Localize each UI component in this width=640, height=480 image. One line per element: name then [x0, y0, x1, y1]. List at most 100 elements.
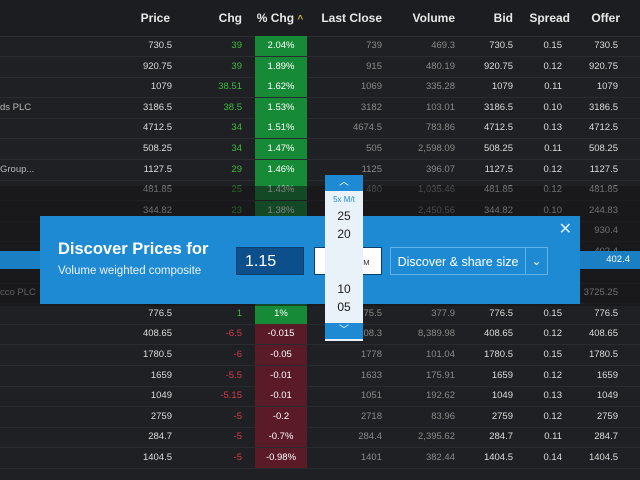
cell-pct: -0.01 — [255, 365, 307, 386]
picker-option[interactable]: 25 — [337, 209, 351, 223]
table-row[interactable]: 408.65 -6.5 -0.015 408.3 8,389.98 408.65 0.12 4… — [0, 324, 640, 346]
cell-last: 1069 — [360, 81, 382, 93]
discover-prices-panel: Discover Prices for Volume weighted comp… — [40, 216, 580, 304]
cell-volume: 2,598.09 — [418, 143, 455, 154]
cell-offer: 1127.5 — [589, 163, 618, 175]
chevron-up-icon: ^ — [297, 14, 304, 25]
table-row[interactable]: 2759 -5 -0.2 2718 83.96 2759 0.12 2759 — [0, 406, 640, 428]
panel-subtitle: Volume weighted composite — [58, 265, 202, 277]
table-row[interactable]: 1659 -5.5 -0.01 1633 175.91 1659 0.12 1659 — [0, 365, 640, 387]
cell-name — [0, 324, 110, 344]
cell-last: 284.4 — [358, 431, 382, 443]
table-row[interactable]: 1079 38.51 1.62% 1069 335.28 1079 0.11 1079 — [0, 77, 640, 99]
chevron-down-icon[interactable]: ⌄ — [526, 247, 548, 275]
cell-chg: 39 — [231, 60, 242, 72]
cell-price: 408.65 — [142, 328, 172, 340]
cell-chg: 29 — [231, 163, 242, 175]
cell-volume: 8,389.98 — [418, 328, 455, 340]
cell-last: 915 — [366, 60, 382, 72]
cell-spread: 0.13 — [543, 122, 563, 134]
cell-offer: 1404.5 — [588, 452, 618, 463]
size-picker[interactable]: ︿ 5x M/t 25 20 10 05 ﹀ — [325, 175, 363, 341]
col-pct-chg[interactable]: % Chg ^ — [255, 0, 305, 36]
cell-chg: -5 — [233, 431, 242, 443]
cell-offer: 3186.5 — [588, 101, 618, 113]
table-row[interactable]: 920.75 39 1.89% 915 480.19 920.75 0.12 920.75 — [0, 56, 640, 78]
cell-spread: 0.12 — [543, 60, 563, 72]
cell-bid: 1404.5 — [483, 452, 513, 463]
table-row[interactable]: 1404.5 -5 -0.98% 1401 382.44 1404.5 0.14 1404.5 — [0, 448, 640, 469]
cell-name — [0, 427, 110, 447]
table-row[interactable]: 4712.5 34 1.51% 4674.5 783.86 4712.5 0.13 4712.… — [0, 118, 640, 140]
cell-offer: 1079 — [596, 81, 618, 93]
cell-volume: 101.04 — [425, 349, 455, 360]
cell-chg: 39 — [231, 40, 242, 51]
discover-share-size-button[interactable]: Discover & share size — [390, 247, 526, 275]
cell-offer: 2759 — [596, 410, 618, 422]
cell-pct: 1.53% — [255, 97, 307, 118]
col-chg[interactable]: Chg — [218, 11, 242, 25]
cell-pct: -0.015 — [255, 324, 307, 345]
cell-spread: 0.13 — [543, 390, 563, 402]
cell-last: 739 — [366, 40, 382, 51]
col-last-close[interactable]: Last Close — [321, 11, 382, 25]
cell-name — [0, 57, 110, 77]
cell-pct: 1.62% — [255, 77, 307, 98]
cell-bid: 1049 — [491, 390, 513, 402]
cell-pct: -0.98% — [255, 448, 307, 468]
cell-pct: 1% — [255, 303, 307, 324]
cell-last: 1778 — [360, 349, 382, 360]
cell-offer: 508.25 — [588, 143, 618, 154]
cell-price: 1780.5 — [142, 349, 172, 360]
table-row[interactable]: 284.7 -5 -0.7% 284.4 2,395.62 284.7 0.11 284.7 — [0, 427, 640, 449]
size-unit: MM — [357, 258, 370, 267]
close-icon[interactable]: ✕ — [558, 221, 572, 238]
table-row[interactable]: 1049 -5.15 -0.01 1051 192.62 1049 0.13 1049 — [0, 386, 640, 408]
col-spread[interactable]: Spread — [529, 11, 570, 25]
picker-option[interactable]: 05 — [337, 300, 351, 314]
cell-spread: 0.12 — [543, 369, 563, 381]
cell-offer: 730.5 — [594, 40, 618, 51]
picker-header: 5x M/t — [333, 195, 355, 204]
cell-name — [0, 407, 110, 427]
cell-bid: 1780.5 — [483, 349, 513, 360]
cell-offer: 920.75 — [588, 60, 618, 72]
col-bid[interactable]: Bid — [493, 11, 513, 25]
cell-chg: 38.51 — [218, 81, 242, 93]
cell-bid: 284.7 — [489, 431, 513, 443]
cell-bid: 2759 — [491, 410, 513, 422]
cell-spread: 0.11 — [544, 431, 562, 443]
cell-offer: 1780.5 — [588, 349, 618, 360]
cell-name — [0, 304, 110, 324]
cell-last: 505 — [366, 143, 382, 154]
chevron-up-icon[interactable]: ︿ — [325, 175, 363, 191]
cell-bid: 1659 — [491, 369, 513, 381]
table-row[interactable]: Group... 1127.5 29 1.46% 1125 396.07 1127.5 0.1… — [0, 159, 640, 181]
table-row[interactable]: 776.5 1 1% 775.5 377.9 776.5 0.15 776.5 — [0, 303, 640, 325]
table-row[interactable]: 730.5 39 2.04% 739 469.3 730.5 0.15 730.5 — [0, 36, 640, 57]
cell-spread: 0.11 — [544, 81, 562, 93]
cell-price: 1049 — [150, 390, 172, 402]
cell-bid: 730.5 — [489, 40, 513, 51]
chevron-down-icon[interactable]: ﹀ — [325, 323, 363, 339]
table-row[interactable]: 1780.5 -6 -0.05 1778 101.04 1780.5 0.15 1780.5 — [0, 345, 640, 366]
col-volume[interactable]: Volume — [412, 11, 455, 25]
col-price[interactable]: Price — [140, 11, 170, 25]
cell-last: 4674.5 — [352, 122, 382, 134]
cell-volume: 783.86 — [425, 122, 455, 134]
picker-option[interactable]: 20 — [337, 227, 351, 241]
cell-last: 1401 — [360, 452, 382, 463]
cell-volume: 103.01 — [425, 101, 455, 113]
table-row[interactable]: 508.25 34 1.47% 505 2,598.09 508.25 0.11 508.25 — [0, 139, 640, 160]
cell-name — [0, 366, 110, 386]
price-input[interactable]: 1.15 — [236, 247, 304, 275]
col-offer[interactable]: Offer — [591, 11, 620, 25]
picker-option[interactable]: 10 — [337, 282, 351, 296]
cell-spread: 0.15 — [543, 349, 563, 360]
table-row[interactable]: ds PLC 3186.5 38.5 1.53% 3182 103.01 3186.5 0.1… — [0, 97, 640, 119]
cell-offer: 4712.5 — [588, 122, 618, 134]
cell-volume: 175.91 — [425, 369, 455, 381]
cell-volume: 396.07 — [425, 163, 455, 175]
cell-bid: 776.5 — [489, 307, 513, 319]
cell-name — [0, 386, 110, 406]
